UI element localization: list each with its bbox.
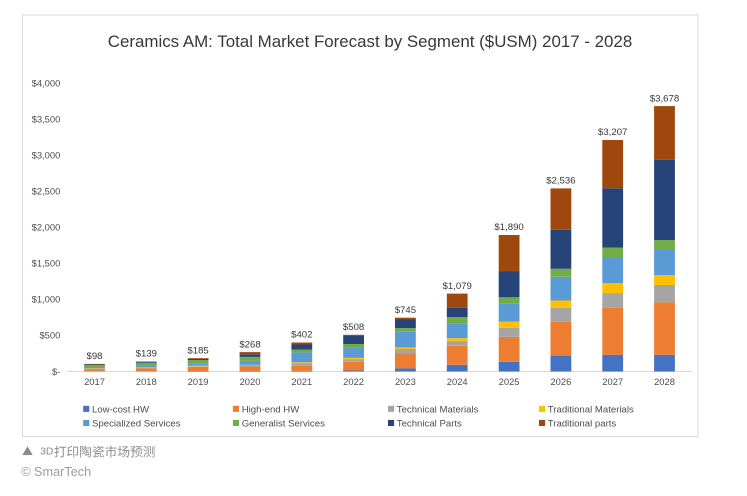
svg-text:$402: $402: [291, 330, 312, 341]
svg-text:© SmarTech: © SmarTech: [21, 465, 91, 479]
svg-text:Low-cost HW: Low-cost HW: [92, 404, 150, 415]
svg-text:Traditional Materials: Traditional Materials: [548, 404, 634, 415]
svg-text:2028: 2028: [654, 376, 675, 387]
svg-text:2019: 2019: [188, 376, 209, 387]
svg-text:Ceramics AM: Total Market Fore: Ceramics AM: Total Market Forecast by Se…: [108, 32, 632, 51]
svg-text:$508: $508: [343, 322, 364, 333]
svg-text:Traditional parts: Traditional parts: [548, 418, 617, 429]
svg-text:2023: 2023: [395, 376, 416, 387]
svg-text:$-: $-: [52, 366, 60, 377]
svg-text:High-end HW: High-end HW: [242, 404, 301, 415]
svg-text:$1,500: $1,500: [32, 258, 61, 269]
svg-text:$1,890: $1,890: [494, 222, 523, 233]
svg-text:$98: $98: [86, 351, 102, 362]
svg-text:Technical Parts: Technical Parts: [397, 418, 462, 429]
svg-text:$268: $268: [239, 339, 260, 350]
svg-text:$1,000: $1,000: [32, 294, 61, 305]
svg-text:$745: $745: [395, 305, 416, 316]
svg-text:2025: 2025: [499, 376, 520, 387]
svg-text:$3,500: $3,500: [32, 113, 61, 124]
svg-text:Specialized Services: Specialized Services: [92, 418, 181, 429]
svg-text:$1,079: $1,079: [443, 281, 472, 292]
svg-text:$3,678: $3,678: [650, 93, 679, 104]
svg-text:$4,000: $4,000: [32, 77, 61, 88]
svg-text:$2,000: $2,000: [32, 222, 61, 233]
svg-text:$2,536: $2,536: [546, 176, 575, 187]
svg-text:2024: 2024: [447, 376, 468, 387]
svg-text:2017: 2017: [84, 376, 105, 387]
svg-text:2027: 2027: [602, 376, 623, 387]
svg-text:2020: 2020: [240, 376, 261, 387]
svg-text:2026: 2026: [550, 376, 571, 387]
svg-text:2022: 2022: [343, 376, 364, 387]
svg-text:$3,000: $3,000: [32, 149, 61, 160]
svg-text:$139: $139: [136, 349, 157, 360]
svg-text:Generalist Services: Generalist Services: [242, 418, 325, 429]
svg-text:$185: $185: [187, 345, 208, 356]
svg-text:Technical Materials: Technical Materials: [397, 404, 479, 415]
svg-text:3D: 3D: [40, 447, 53, 458]
svg-text:$500: $500: [39, 330, 60, 341]
svg-text:$2,500: $2,500: [32, 186, 61, 197]
svg-text:2018: 2018: [136, 376, 157, 387]
svg-text:2021: 2021: [291, 376, 312, 387]
svg-text:$3,207: $3,207: [598, 127, 627, 138]
